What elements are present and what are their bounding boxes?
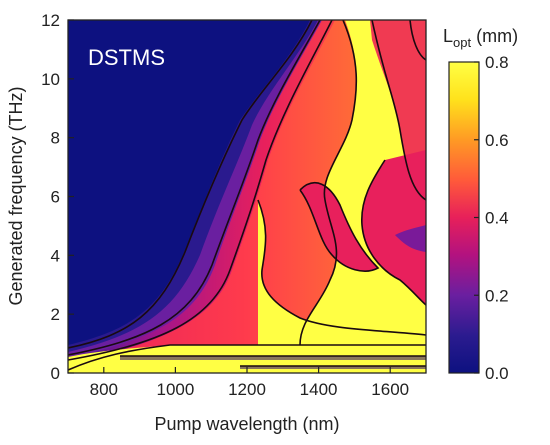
colorbar-tick-label: 0.6 (485, 131, 509, 150)
y-tick-label: 10 (41, 70, 60, 89)
y-tick-label: 8 (51, 129, 60, 148)
x-tick-label: 1200 (228, 380, 266, 399)
x-tick-label: 1000 (156, 380, 194, 399)
colorbar-title-unit: (mm) (471, 26, 518, 46)
y-axis-title: Generated frequency (THz) (6, 86, 26, 305)
contour-lines (68, 20, 426, 371)
colorbar-title-sub: opt (453, 35, 471, 50)
pocket-center (300, 182, 378, 272)
contour-line (409, 20, 426, 61)
pocket-mid-right (361, 150, 426, 305)
y-tick-label: 0 (51, 364, 60, 383)
contour-line (68, 20, 313, 349)
y-tick-label: 12 (41, 11, 60, 30)
heatmap-area (68, 20, 426, 373)
pocket-dark (395, 225, 426, 252)
colorbar-ticks: 0.0 0.2 0.4 0.6 0.8 (474, 53, 509, 383)
y-tick-label: 6 (51, 188, 60, 207)
y-axis: 0 2 4 6 8 10 12 (41, 11, 74, 383)
colorbar-tick-label: 0.4 (485, 209, 509, 228)
x-tick-label: 1600 (371, 380, 409, 399)
y-tick-label: 4 (51, 246, 60, 265)
colorbar-tick-label: 0.0 (485, 364, 509, 383)
annotation-label: DSTMS (88, 45, 165, 70)
colorbar-title-main: L (443, 26, 453, 46)
y-tick-label: 2 (51, 305, 60, 324)
contour-line (361, 159, 426, 306)
contour-line (68, 20, 333, 361)
contour-line (299, 20, 358, 346)
region-yellow-mid (258, 200, 426, 373)
x-axis: 800 1000 1200 1400 1600 (90, 367, 409, 399)
contour-line (68, 344, 426, 371)
x-tick-label: 800 (90, 380, 118, 399)
colorbar-tick-label: 0.2 (485, 286, 509, 305)
contour-line (257, 199, 426, 336)
x-tick-label: 1400 (300, 380, 338, 399)
bottom-stripe-1 (120, 356, 426, 360)
colorbar-tick-label: 0.8 (485, 53, 509, 72)
contour-line (68, 20, 321, 356)
colorbar-title: Lopt (mm) (443, 26, 518, 50)
x-axis-title: Pump wavelength (nm) (154, 414, 339, 434)
colorbar: 0.0 0.2 0.4 0.6 0.8 Lopt (mm) (443, 26, 518, 383)
contour-line (371, 20, 426, 201)
contour-line (299, 182, 380, 272)
